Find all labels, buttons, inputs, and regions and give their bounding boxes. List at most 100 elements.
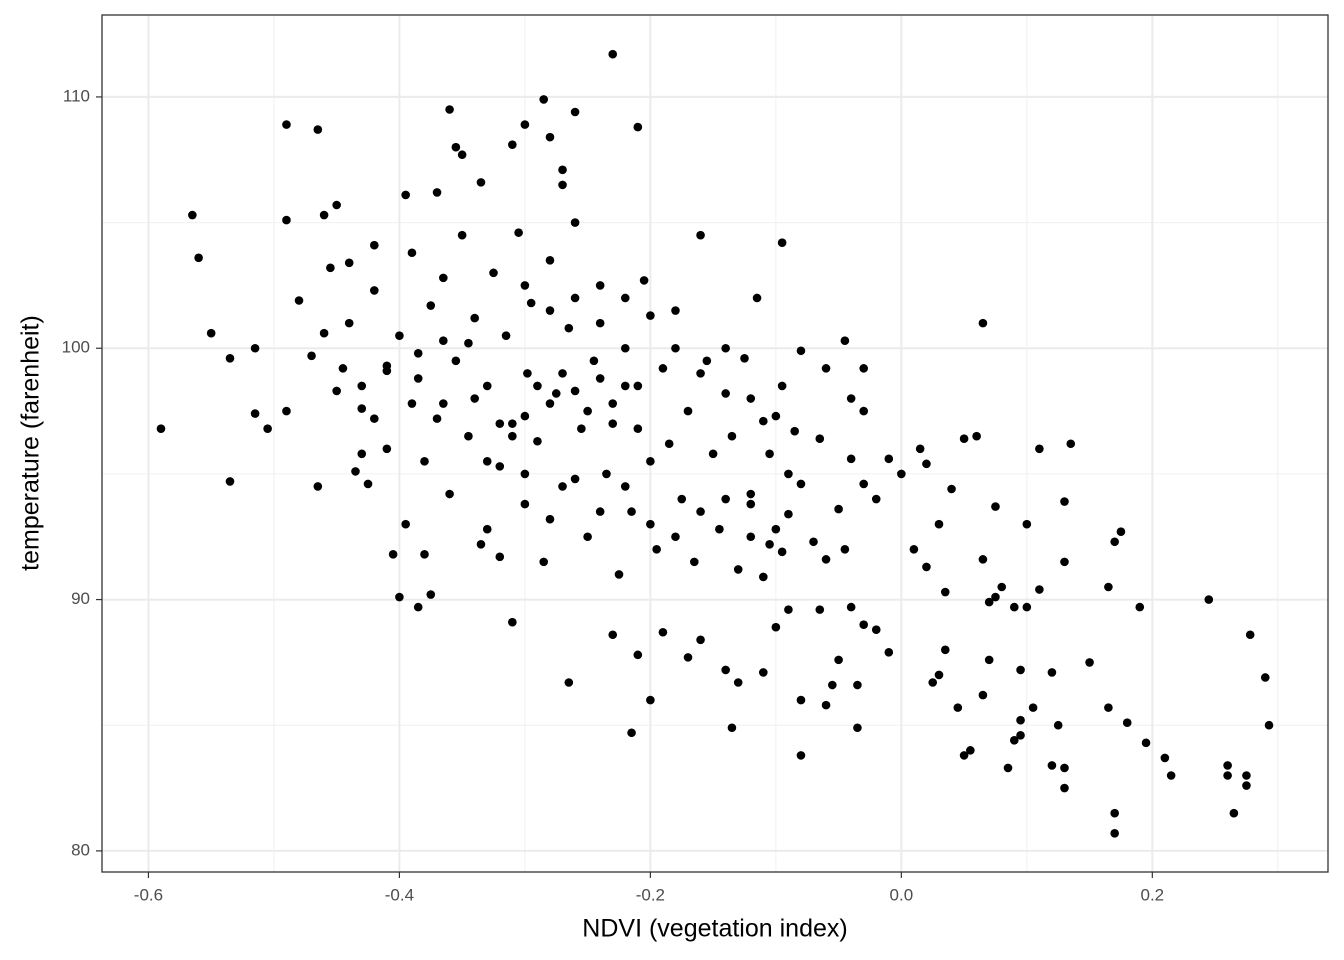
- point: [508, 617, 517, 627]
- point: [501, 331, 511, 340]
- point: [470, 313, 479, 323]
- point: [821, 555, 831, 564]
- point: [733, 678, 743, 687]
- point: [922, 562, 931, 572]
- point: [583, 532, 592, 542]
- point: [683, 653, 693, 662]
- point: [620, 343, 630, 353]
- point: [570, 474, 580, 484]
- point: [746, 489, 756, 499]
- point: [413, 374, 423, 383]
- point: [1104, 582, 1113, 592]
- point: [363, 479, 373, 489]
- point: [959, 434, 969, 444]
- point: [451, 142, 461, 152]
- point: [646, 695, 655, 705]
- point: [583, 406, 592, 416]
- point: [395, 331, 404, 340]
- point: [351, 467, 360, 476]
- point: [225, 354, 235, 363]
- point: [482, 381, 492, 391]
- point: [533, 436, 542, 446]
- point: [884, 648, 894, 657]
- point: [388, 550, 398, 559]
- point: [978, 318, 988, 328]
- point: [1116, 527, 1126, 537]
- point: [1060, 763, 1069, 773]
- point: [558, 165, 567, 175]
- point: [520, 499, 530, 509]
- point: [533, 381, 542, 391]
- point: [589, 356, 599, 366]
- y-tick-label: 80: [71, 840, 90, 859]
- point: [959, 751, 969, 760]
- point: [991, 592, 1000, 602]
- point: [482, 457, 492, 466]
- point: [633, 424, 643, 433]
- point: [991, 502, 1000, 511]
- point: [545, 132, 555, 142]
- y-tick-label: 100: [62, 338, 90, 357]
- point: [520, 120, 530, 129]
- y-tick-label: 90: [71, 589, 90, 608]
- point: [727, 723, 737, 733]
- point: [539, 557, 549, 567]
- point: [539, 95, 549, 104]
- point: [1047, 668, 1057, 677]
- point: [1053, 720, 1063, 730]
- point: [1160, 753, 1170, 763]
- point: [721, 389, 730, 398]
- point: [344, 258, 354, 268]
- point: [840, 336, 850, 346]
- point: [595, 507, 605, 516]
- point: [821, 364, 831, 373]
- point: [922, 459, 931, 469]
- point: [746, 499, 756, 509]
- point: [784, 509, 793, 519]
- point: [934, 519, 944, 529]
- x-axis-title: NDVI (vegetation index): [582, 915, 847, 943]
- point: [489, 268, 498, 278]
- point: [282, 120, 291, 129]
- point: [1110, 828, 1119, 838]
- point: [1135, 602, 1145, 612]
- point: [564, 678, 574, 687]
- point: [796, 346, 806, 356]
- point: [828, 680, 837, 690]
- point: [759, 416, 768, 426]
- point: [1085, 658, 1094, 667]
- point: [614, 570, 624, 579]
- point: [1009, 602, 1019, 612]
- point: [840, 545, 850, 554]
- point: [1242, 781, 1251, 790]
- point: [282, 215, 291, 225]
- point: [771, 524, 781, 534]
- point: [696, 230, 705, 240]
- point: [206, 328, 216, 338]
- point: [1016, 665, 1025, 675]
- point: [451, 356, 461, 366]
- point: [395, 592, 404, 602]
- point: [382, 444, 392, 454]
- point: [1260, 673, 1270, 682]
- point: [1047, 761, 1057, 770]
- point: [1035, 585, 1044, 594]
- point: [1060, 497, 1069, 506]
- point: [639, 276, 649, 285]
- point: [558, 180, 567, 190]
- x-tick-label: 0.0: [890, 885, 914, 904]
- point: [570, 293, 580, 303]
- x-tick-label: -0.6: [134, 885, 163, 904]
- point: [727, 431, 737, 441]
- point: [526, 298, 536, 308]
- point: [545, 255, 555, 265]
- point: [1204, 595, 1214, 604]
- point: [721, 494, 730, 504]
- point: [470, 394, 479, 403]
- point: [570, 107, 580, 117]
- point: [332, 200, 341, 210]
- point: [413, 348, 423, 358]
- point: [319, 210, 329, 220]
- point: [1022, 519, 1032, 529]
- point: [432, 414, 442, 423]
